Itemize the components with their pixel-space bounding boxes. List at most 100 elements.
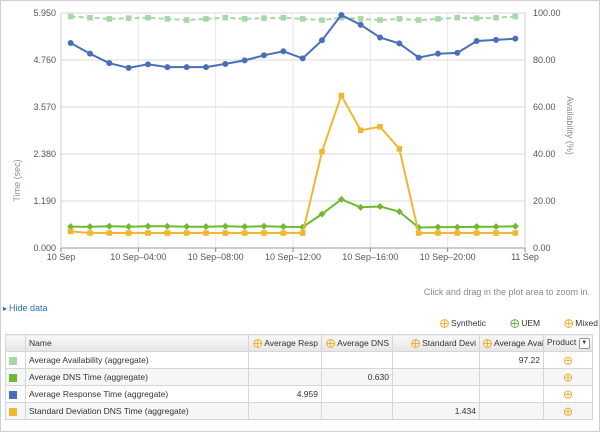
column-header-avg-dns[interactable]: ⨁ Average DNS [321,334,393,352]
data-point [183,223,191,231]
cell-avg-resp: 4.959 [248,385,322,403]
data-point [377,34,383,41]
series-line [70,93,516,234]
data-point [67,13,74,20]
data-point [105,222,113,230]
data-point [454,14,461,21]
time-series-chart[interactable]: 0.000 0.00 1.190 20.00 2.380 40.00 3.570 60.00 4… [0,0,600,300]
color-column-header [5,334,26,352]
column-header-name-label: Name [29,338,52,348]
data-point [337,195,345,203]
product-synthetic-icon: ⨁ [543,351,593,369]
data-point [299,16,306,22]
cell-avg-dns [321,402,393,420]
data-point [163,222,171,230]
column-header-product[interactable]: Product ▼ [543,334,593,352]
column-header-std-dev[interactable]: ⨁ Standard Devi [392,334,480,352]
data-point [125,230,132,236]
row-color-swatch [5,368,26,386]
row-name: Average Availability (aggregate) [25,351,249,369]
data-point [453,223,461,231]
data-point [473,230,480,236]
data-point [338,11,345,18]
legend-synthetic-label: Synthetic [451,318,486,328]
table-row[interactable]: Average Availability (aggregate) 97.22 ⨁ [5,351,593,369]
data-point [415,54,422,61]
column-header-name[interactable]: Name [25,334,249,352]
row-name: Average DNS Time (aggregate) [25,368,249,386]
data-point [396,146,403,152]
color-swatch [9,356,17,365]
synthetic-icon: ⨁ [483,337,492,348]
data-point [260,222,268,230]
row-name: Standard Deviation DNS Time (aggregate) [25,402,249,420]
table-header-row: Name ⨁ Average Resp ⨁ Average DNS ⨁ Standar… [5,334,593,352]
column-header-avg-resp[interactable]: ⨁ Average Resp [248,334,322,352]
data-point [319,148,325,155]
synthetic-icon: ⨁ [253,337,263,348]
uem-icon: ⨁ [510,317,520,328]
data-point [493,230,499,236]
data-point [144,222,152,230]
y-tick-label: 1.190 [33,196,56,206]
data-point [203,230,209,236]
column-header-product-label: Product [547,337,577,348]
data-point [434,223,442,231]
y-tick-label: 0.000 [33,243,56,253]
x-tick-label: 10 Sep–12:00 [265,252,321,262]
column-menu-dropdown-icon[interactable]: ▼ [578,337,590,349]
cell-avg-resp [248,402,322,420]
y-right-tick-label: 40.00 [533,149,556,159]
data-point [221,222,229,230]
data-point [164,16,171,22]
data-point [125,64,132,71]
data-point [454,49,461,56]
row-name: Average Response Time (aggregate) [25,385,249,403]
column-header-avg-avail[interactable]: ⨁ Average Avail [479,334,544,352]
table-row[interactable]: Average Response Time (aggregate) 4.959 … [5,385,593,403]
data-point [222,60,229,67]
data-point [395,208,403,216]
series-3 [67,92,519,236]
cell-std-dev [392,368,480,386]
data-point [87,14,93,21]
data-point [106,16,113,22]
color-swatch [9,373,17,382]
legend-mixed: ⨁ Mixed [564,318,598,328]
table-row[interactable]: Standard Deviation DNS Time (aggregate) … [5,402,593,420]
data-point [415,230,422,236]
data-table: Name ⨁ Average Resp ⨁ Average DNS ⨁ Standar… [5,334,593,420]
data-point [203,16,209,22]
data-point [493,36,499,43]
data-point [338,92,345,99]
data-point [222,230,229,236]
data-point [106,230,113,236]
color-swatch [9,390,17,399]
data-point [125,15,132,21]
cell-avg-avail [479,368,544,386]
data-point [279,223,287,231]
row-color-swatch [5,402,26,420]
y-axis-title: Time (sec) [12,159,22,201]
data-point [261,230,267,236]
data-point [357,203,365,211]
color-swatch [9,407,17,416]
data-point [241,16,248,22]
hide-data-link[interactable]: ▸ Hide data [3,303,48,313]
data-point [473,38,480,45]
data-point [377,17,383,23]
cell-avg-dns [321,385,393,403]
data-point [183,230,190,236]
data-point [299,230,306,236]
x-tick-label: 10 Sep–20:00 [420,252,476,262]
data-point [415,17,422,23]
data-point [377,123,383,130]
data-point [106,60,113,67]
data-point [473,15,480,21]
data-point [280,230,287,236]
series-layer [67,11,519,236]
table-row[interactable]: Average DNS Time (aggregate) 0.630 ⨁ [5,368,593,386]
legend-synthetic: ⨁ Synthetic [440,318,486,328]
hide-data-label: Hide data [9,303,48,313]
x-tick-label: 10 Sep–16:00 [342,252,398,262]
